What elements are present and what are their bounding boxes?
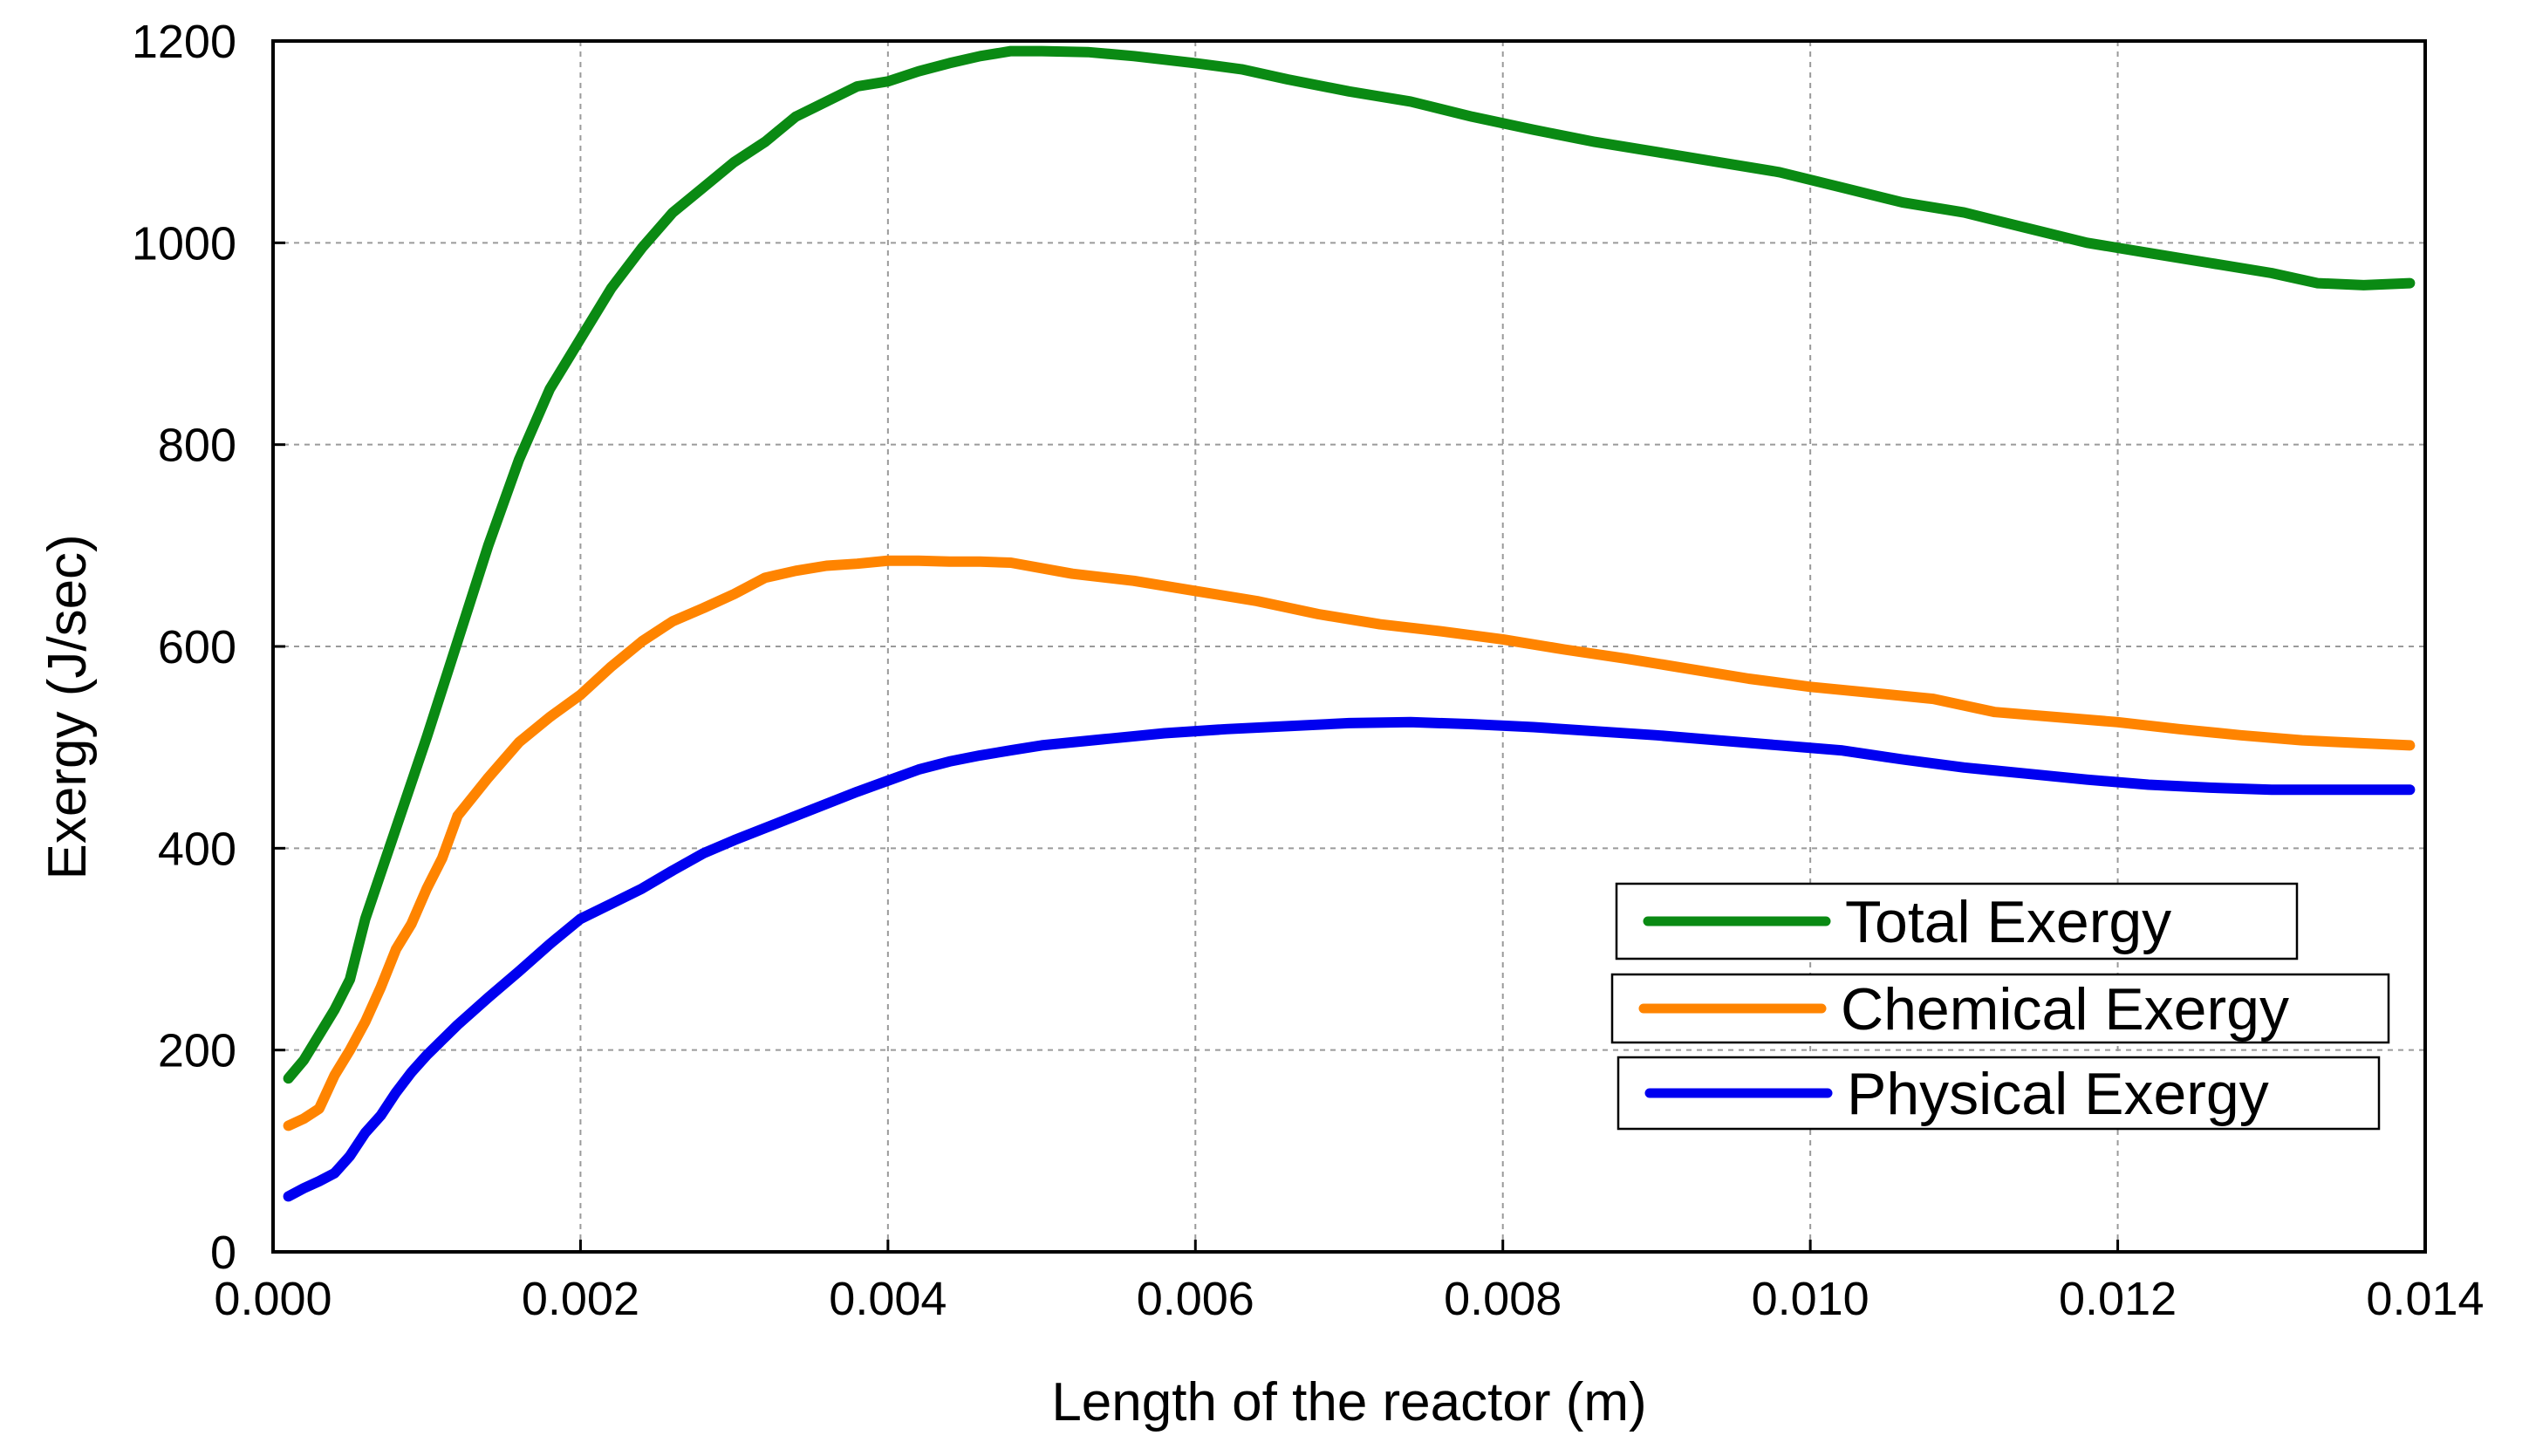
x-tick-label: 0.010 [1752,1273,1869,1325]
x-tick-label: 0.008 [1444,1273,1562,1325]
legend-item-total-exergy: Total Exergy [1615,882,2299,960]
x-tick-label: 0.014 [2366,1273,2484,1325]
x-tick-label: 0.006 [1137,1273,1254,1325]
legend: Total Exergy Chemical Exergy Physical Exer… [1610,882,2390,1131]
legend-item-physical-exergy: Physical Exergy [1617,1056,2381,1131]
legend-label: Physical Exergy [1847,1061,2269,1127]
axis-ticks: 0.000 0.002 0.004 0.006 0.008 0.010 0.012 0.014… [132,16,2485,1325]
y-tick-label: 400 [158,823,236,875]
series-lines [283,45,2416,1202]
x-tick-label: 0.002 [522,1273,639,1325]
x-tick-label: 0.000 [214,1273,332,1325]
legend-label: Chemical Exergy [1841,976,2289,1042]
legend-label: Total Exergy [1845,889,2171,955]
y-tick-label: 1000 [132,217,236,270]
y-tick-label: 0 [210,1227,236,1279]
series-line-physical-exergy [283,716,2416,1202]
x-tick-label: 0.012 [2059,1273,2177,1325]
y-tick-label: 200 [158,1025,236,1077]
y-tick-label: 800 [158,420,236,472]
y-tick-label: 1200 [132,16,236,68]
x-tick-label: 0.004 [829,1273,947,1325]
y-axis-title: Exergy (J/sec) [38,534,98,879]
series-line-chemical-exergy [283,555,2416,1131]
series-line-total-exergy [283,45,2416,1084]
x-axis-title: Length of the reactor (m) [1051,1372,1646,1432]
legend-item-chemical-exergy: Chemical Exergy [1610,973,2390,1044]
y-tick-label: 600 [158,621,236,673]
